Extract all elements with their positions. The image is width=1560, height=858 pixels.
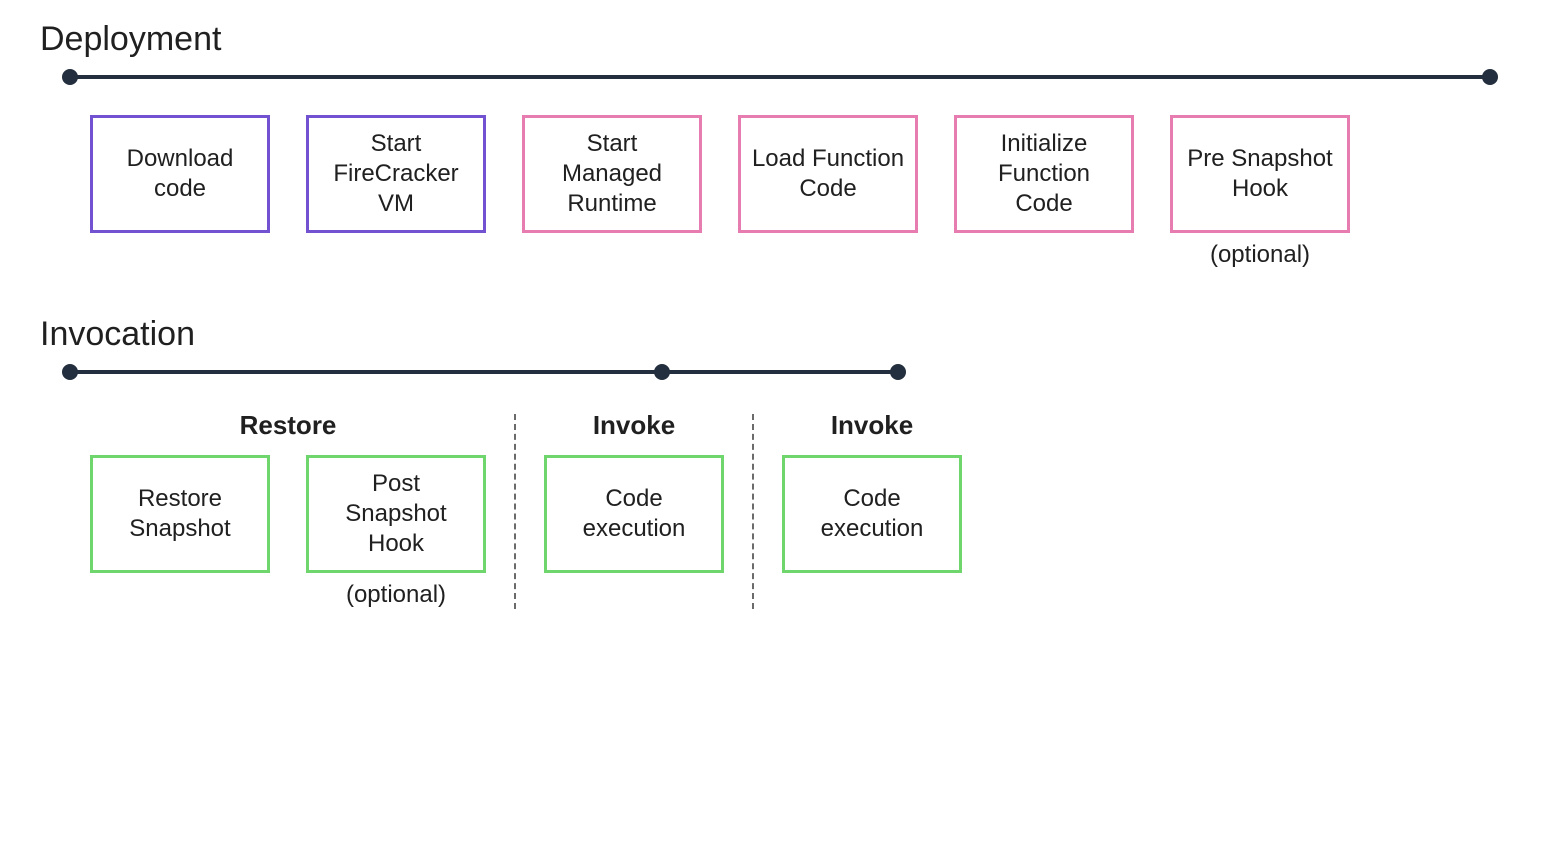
invocation-step-post-snapshot: Post Snapshot Hook (optional): [306, 455, 486, 609]
invocation-timeline-dot: [62, 364, 78, 380]
invocation-timeline-line: [70, 370, 899, 374]
invocation-groups-row: Restore Restore Snapshot Post Snapshot H…: [40, 410, 1520, 609]
step-box: Start Managed Runtime: [522, 115, 702, 233]
deployment-step-download-code: Download code: [90, 115, 270, 233]
deployment-step-start-runtime: Start Managed Runtime: [522, 115, 702, 233]
deployment-timeline-line: [70, 75, 1491, 79]
invocation-title: Invocation: [40, 315, 1520, 354]
invocation-section: Invocation Restore Restore Snapshot Post…: [40, 315, 1520, 609]
invocation-group-invoke-2: Invoke Code execution: [782, 410, 962, 609]
invocation-group-restore: Restore Restore Snapshot Post Snapshot H…: [90, 410, 486, 609]
step-box: Start FireCracker VM: [306, 115, 486, 233]
group-title: Restore: [240, 410, 337, 441]
deployment-timeline-dot: [62, 69, 78, 85]
group-boxes: Code execution: [544, 455, 724, 573]
group-separator: [752, 414, 754, 609]
invocation-step-code-exec-2: Code execution: [782, 455, 962, 573]
invocation-timeline-dot: [890, 364, 906, 380]
group-boxes: Restore Snapshot Post Snapshot Hook (opt…: [90, 455, 486, 609]
step-box: Code execution: [782, 455, 962, 573]
group-boxes: Code execution: [782, 455, 962, 573]
deployment-step-pre-snapshot: Pre Snapshot Hook (optional): [1170, 115, 1350, 269]
group-title: Invoke: [831, 410, 913, 441]
deployment-section: Deployment Download code Start FireCrack…: [40, 20, 1520, 269]
deployment-steps-row: Download code Start FireCracker VM Start…: [40, 115, 1520, 269]
step-box: Download code: [90, 115, 270, 233]
invocation-step-restore-snapshot: Restore Snapshot: [90, 455, 270, 573]
invocation-group-invoke-1: Invoke Code execution: [544, 410, 724, 609]
step-caption: (optional): [1210, 241, 1310, 269]
step-caption: (optional): [346, 581, 446, 609]
step-box: Pre Snapshot Hook: [1170, 115, 1350, 233]
group-title: Invoke: [593, 410, 675, 441]
invocation-timeline-dot: [654, 364, 670, 380]
deployment-title: Deployment: [40, 20, 1520, 59]
invocation-timeline: [40, 364, 1520, 380]
deployment-timeline-dot: [1482, 69, 1498, 85]
invocation-step-code-exec-1: Code execution: [544, 455, 724, 573]
step-box: Code execution: [544, 455, 724, 573]
deployment-timeline: [40, 69, 1520, 85]
step-box: Restore Snapshot: [90, 455, 270, 573]
deployment-step-start-firecracker: Start FireCracker VM: [306, 115, 486, 233]
group-separator: [514, 414, 516, 609]
deployment-step-init-code: Initialize Function Code: [954, 115, 1134, 233]
step-box: Post Snapshot Hook: [306, 455, 486, 573]
diagram-canvas: Deployment Download code Start FireCrack…: [0, 0, 1560, 858]
deployment-step-load-code: Load Function Code: [738, 115, 918, 233]
step-box: Load Function Code: [738, 115, 918, 233]
step-box: Initialize Function Code: [954, 115, 1134, 233]
